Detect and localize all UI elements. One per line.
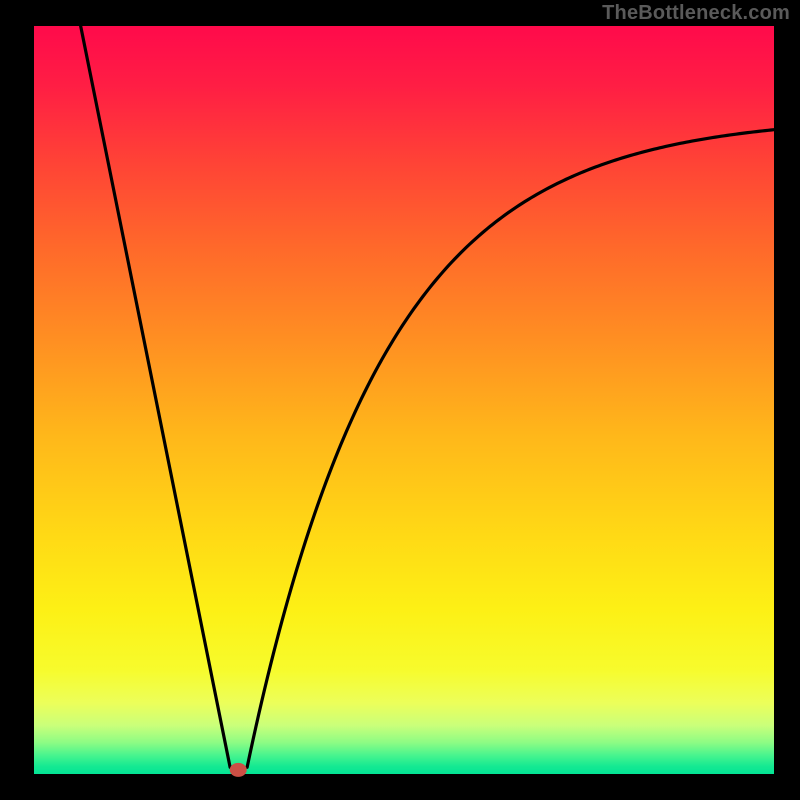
- plot-background: [34, 26, 774, 774]
- chart-frame: TheBottleneck.com: [0, 0, 800, 800]
- bottleneck-chart: [0, 0, 800, 800]
- optimal-point-marker: [230, 763, 247, 777]
- watermark-text: TheBottleneck.com: [602, 2, 790, 25]
